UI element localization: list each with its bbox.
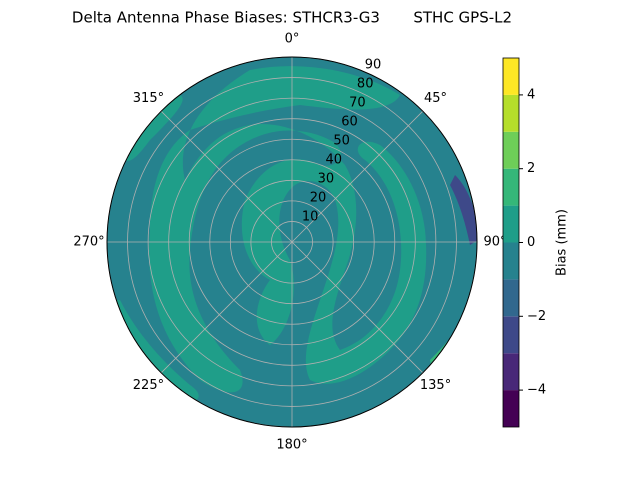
theta-tick-label: 180°: [276, 438, 307, 453]
r-tick-label: 40: [325, 153, 342, 168]
polar-frame: [106, 56, 478, 428]
polar-grid: [106, 56, 478, 428]
colorbar-label: Bias (mm): [555, 209, 570, 276]
colorbar-band: [503, 131, 519, 169]
contour-region: [149, 66, 427, 393]
colorbar-band: [503, 390, 519, 427]
r-tick-label: 60: [341, 115, 358, 130]
colorbar-band: [503, 279, 519, 317]
colorbar-band: [503, 242, 519, 280]
r-tick-label: 90: [365, 58, 382, 73]
colorbar-band: [503, 94, 519, 132]
r-tick-label: 70: [349, 96, 366, 111]
colorbar-tick-label: 4: [527, 87, 535, 102]
r-tick-label: 30: [318, 172, 335, 187]
theta-tick-label: 90°: [483, 235, 506, 250]
colorbar-tick-label: 0: [527, 235, 535, 250]
r-tick-label: 20: [310, 191, 327, 206]
angular-grid-line: [160, 110, 293, 243]
contour-region: [110, 300, 199, 402]
angular-grid-line: [291, 110, 424, 243]
r-tick-label: 10: [302, 210, 319, 225]
angular-grid-line: [291, 241, 424, 374]
colorbar-band: [503, 353, 519, 391]
colorbar-tick-label: −2: [527, 309, 546, 324]
theta-tick-label: 45°: [424, 91, 447, 106]
contour-region: [450, 175, 477, 245]
contour-region: [120, 95, 183, 161]
colorbar-band: [503, 58, 519, 95]
colorbar-band: [503, 316, 519, 354]
theta-tick-label: 315°: [133, 91, 164, 106]
theta-tick-label: 0°: [285, 32, 300, 47]
theta-tick-label: 225°: [133, 378, 164, 393]
theta-tick-label: 270°: [73, 235, 104, 250]
r-tick-label: 80: [357, 77, 374, 92]
colorbar-band: [503, 205, 519, 243]
angular-grid-line: [160, 241, 293, 374]
chart-title: Delta Antenna Phase Biases: STHCR3-G3 ST…: [72, 9, 512, 27]
colorbar-tick-label: −4: [527, 383, 546, 398]
colorbar-band: [503, 168, 519, 206]
colorbar-tick-label: 2: [527, 161, 535, 176]
r-tick-label: 50: [333, 134, 350, 149]
theta-tick-label: 135°: [420, 378, 451, 393]
